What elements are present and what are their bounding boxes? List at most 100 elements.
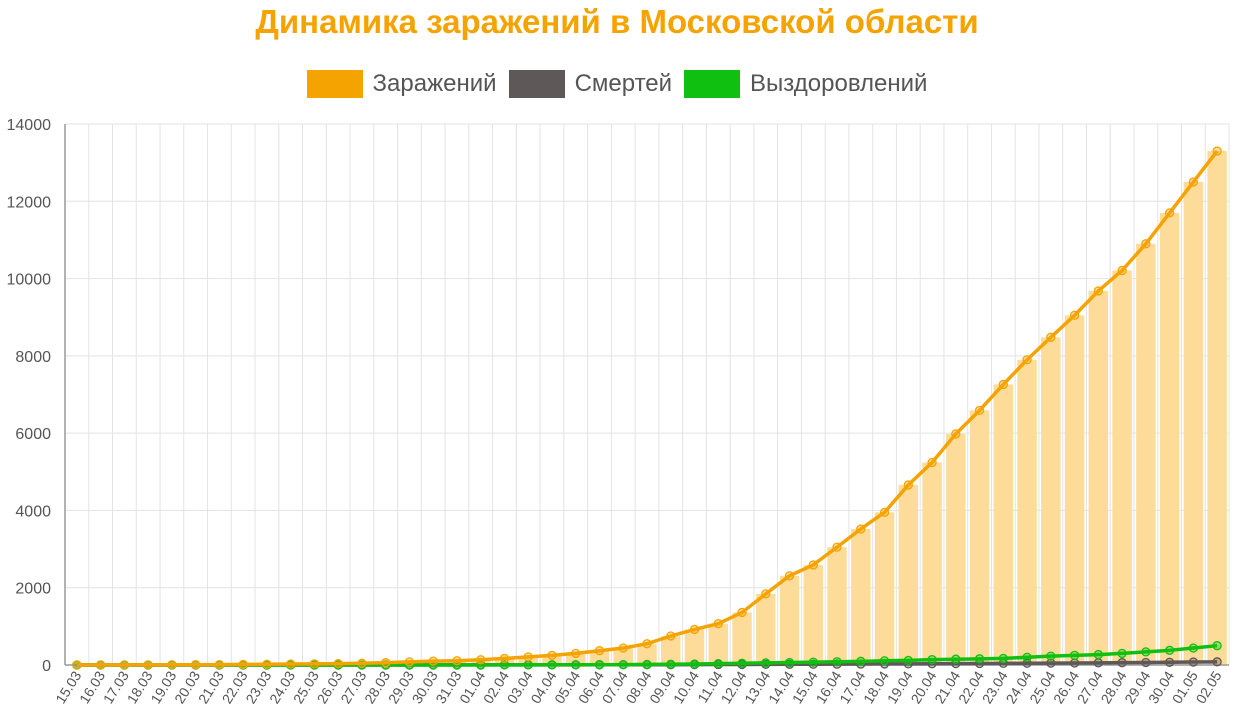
- point-infected: [1164, 208, 1175, 218]
- point-infected: [72, 660, 82, 670]
- y-tick-label: 6000: [15, 426, 51, 443]
- bar-infected: [613, 647, 633, 665]
- y-tick-label: 10000: [7, 272, 52, 289]
- point-recovered: [927, 654, 937, 665]
- point-infected: [856, 524, 866, 534]
- point-infected: [214, 659, 225, 670]
- y-tick-label: 0: [42, 658, 51, 675]
- point-infected: [618, 643, 628, 653]
- x-tick-label: 10.04: [670, 668, 702, 706]
- point-recovered: [594, 660, 605, 670]
- point-infected: [903, 480, 913, 490]
- point-infected: [666, 631, 676, 641]
- legend-swatch-deaths: [508, 70, 565, 98]
- x-tick-label: 02.05: [1193, 668, 1225, 706]
- point-deaths: [1117, 658, 1127, 668]
- point-infected: [452, 656, 462, 666]
- point-infected: [238, 659, 248, 670]
- bar-infected: [661, 636, 681, 665]
- point-recovered: [1141, 647, 1151, 657]
- legend-label-deaths: Смертей: [574, 70, 673, 97]
- point-infected: [357, 658, 367, 668]
- bar-infected: [756, 593, 776, 665]
- point-recovered: [666, 659, 676, 669]
- point-infected: [689, 624, 700, 635]
- point-infected: [119, 660, 130, 670]
- bar-infected: [898, 484, 919, 665]
- bar-infected: [874, 512, 895, 665]
- point-recovered: [1188, 643, 1199, 653]
- y-tick-label: 8000: [15, 349, 51, 366]
- point-recovered: [689, 659, 700, 669]
- bar-infected: [1136, 243, 1156, 666]
- point-infected: [571, 648, 581, 659]
- bar-infected: [708, 623, 729, 665]
- bar-infected: [993, 384, 1014, 665]
- point-recovered: [547, 660, 557, 670]
- point-infected: [262, 659, 272, 669]
- point-infected: [951, 429, 961, 439]
- bar-infected: [851, 528, 871, 665]
- y-tick-label: 14000: [7, 117, 52, 134]
- bar-infected: [565, 653, 586, 665]
- legend-swatch-infected: [306, 70, 363, 98]
- point-infected: [927, 457, 937, 468]
- point-recovered: [618, 659, 628, 670]
- bar-infected: [423, 661, 443, 665]
- legend: Заражений Смертей Выздоровлений: [0, 70, 1234, 98]
- point-recovered: [1093, 649, 1103, 660]
- bar-infected: [1017, 359, 1037, 665]
- bar-infected: [803, 564, 824, 665]
- point-infected: [761, 589, 771, 599]
- point-infected: [547, 650, 557, 660]
- bar-infected: [1112, 270, 1132, 665]
- point-infected: [499, 653, 510, 664]
- legend-item-infected[interactable]: Заражений: [306, 70, 497, 98]
- point-infected: [642, 639, 652, 649]
- bar-infected: [470, 659, 491, 665]
- bar-infected: [494, 658, 515, 665]
- bar-infected: [637, 643, 657, 665]
- point-deaths: [1164, 657, 1175, 667]
- point-infected: [191, 660, 201, 670]
- point-infected: [404, 657, 415, 667]
- point-infected: [1046, 332, 1056, 342]
- point-recovered: [1212, 641, 1222, 651]
- point-infected: [95, 660, 106, 670]
- point-recovered: [1046, 651, 1056, 661]
- legend-item-recovered[interactable]: Выздоровлений: [684, 70, 927, 98]
- point-infected: [309, 659, 320, 669]
- point-infected: [1022, 355, 1032, 365]
- y-tick-label: 2000: [15, 581, 51, 598]
- point-recovered: [1164, 645, 1175, 655]
- point-deaths: [1046, 658, 1056, 668]
- point-recovered: [974, 654, 985, 664]
- point-deaths: [1069, 658, 1080, 668]
- bar-infected: [1064, 315, 1085, 665]
- point-infected: [1117, 265, 1127, 276]
- bar-infected: [447, 660, 467, 665]
- bar-infected: [946, 433, 966, 665]
- bar-infected: [1088, 290, 1109, 665]
- point-recovered: [642, 659, 652, 670]
- point-infected: [713, 619, 723, 629]
- point-infected: [974, 405, 985, 415]
- point-recovered: [1117, 648, 1127, 659]
- point-infected: [737, 607, 747, 618]
- point-recovered: [808, 657, 818, 667]
- point-recovered: [1069, 650, 1080, 660]
- legend-item-deaths[interactable]: Смертей: [508, 70, 673, 98]
- point-recovered: [571, 660, 581, 670]
- bar-infected: [1159, 212, 1180, 665]
- point-infected: [879, 507, 890, 518]
- point-infected: [832, 542, 842, 552]
- point-infected: [428, 656, 438, 666]
- point-recovered: [856, 656, 866, 666]
- bar-infected: [922, 462, 942, 665]
- series-line-infected: [76, 149, 1219, 667]
- point-infected: [143, 660, 153, 670]
- point-infected: [594, 646, 605, 656]
- point-recovered: [761, 658, 771, 668]
- point-deaths: [1141, 657, 1151, 668]
